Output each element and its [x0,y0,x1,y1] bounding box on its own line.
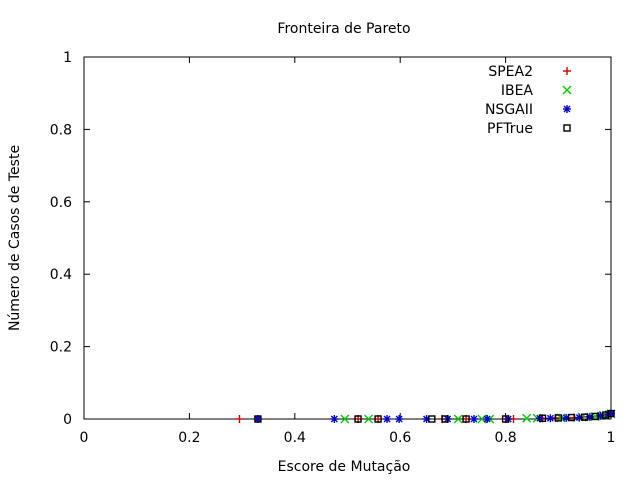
nsgaii-point [383,415,392,423]
x-tick-label: 0.2 [178,430,200,446]
plot-frame [83,56,612,420]
nsgaii-point [395,415,404,423]
nsgaii-point [483,415,492,423]
data-points [235,409,616,424]
nsgaii-point [546,414,555,423]
pftrue-point [254,415,262,423]
nsgaii-point [469,415,478,423]
x-axis-label: Escore de Mutação [278,459,411,475]
x-tick-label: 1 [607,430,616,446]
legend: SPEA2 IBEA NSGAII PFTrue [485,64,572,137]
pftrue-point [602,411,610,419]
pftrue-point [591,412,599,421]
chart-title: Fronteira de Pareto [277,21,410,37]
legend-marker-spea2 [563,67,571,75]
legend-marker-nsgaii [563,105,571,113]
x-tick-label: 0.6 [389,430,411,446]
ibea-point [522,413,532,423]
y-tick-label: 0.4 [50,267,72,283]
ibea-point [340,414,350,424]
pftrue-point [441,415,449,423]
y-axis-label: Número de Casos de Teste [7,145,23,331]
x-tick-label: 0.4 [284,430,306,446]
legend-label: IBEA [501,83,534,99]
y-tick-label: 0.6 [50,195,72,211]
x-axis: 0 0.2 0.4 0.6 0.8 1 [80,57,616,446]
pftrue-point [428,415,436,423]
spea2-point [235,415,244,423]
y-axis: 0 0.2 0.4 0.6 0.8 1 [50,50,611,428]
pftrue-point [567,413,576,422]
ibea-point [364,414,374,424]
ibea-point [453,414,463,424]
pftrue-point [462,415,470,423]
x-tick-label: 0 [80,430,89,446]
y-tick-label: 0 [63,412,72,428]
y-tick-label: 1 [63,50,72,66]
pftrue-point [554,414,562,422]
pftrue-point [538,414,547,422]
pftrue-point [354,415,362,423]
legend-marker-ibea [562,85,572,95]
nsgaii-point [330,415,339,423]
legend-marker-pftrue [563,124,571,132]
x-tick-label: 0.8 [494,430,516,446]
legend-label: NSGAII [485,102,533,118]
pftrue-point [374,415,382,423]
legend-label: SPEA2 [488,64,533,80]
y-tick-label: 0.8 [50,122,72,138]
pftrue-point [501,415,510,423]
legend-label: PFTrue [487,121,533,137]
pftrue-point [607,409,615,418]
y-tick-label: 0.2 [50,340,72,356]
pftrue-point [580,413,589,421]
